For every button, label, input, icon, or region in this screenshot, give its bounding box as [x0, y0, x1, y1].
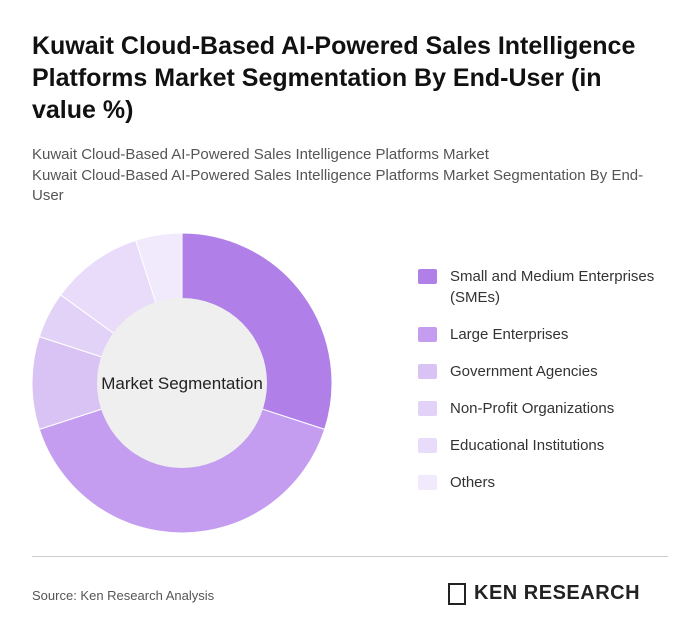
legend-swatch: [418, 475, 437, 490]
source: Source: Ken Research Analysis: [32, 588, 215, 603]
donut-hole: [97, 298, 267, 468]
legend-item: Non-Profit Organizations: [418, 398, 668, 419]
legend-item: Government Agencies: [418, 361, 668, 382]
legend-item: Small and Medium Enterprises (SMEs): [418, 266, 668, 308]
logo-mark: [448, 582, 466, 605]
legend-item: Others: [418, 472, 668, 493]
legend-swatch: [418, 438, 437, 453]
logo-text: KEN RESEARCH: [474, 582, 641, 604]
legend-item: Large Enterprises: [418, 324, 668, 345]
chart-title: Kuwait Cloud-Based AI-Powered Sales Inte…: [32, 32, 636, 124]
legend-label: Small and Medium Enterprises (SMEs): [450, 268, 655, 306]
center-label: Market Segmentation: [101, 374, 263, 393]
subtitle: Kuwait Cloud-Based AI-Powered Sales Inte…: [32, 167, 644, 204]
legend-label: Government Agencies: [450, 363, 598, 380]
legend-label: Others: [450, 474, 496, 491]
legend: Small and Medium Enterprises (SMEs) Large…: [418, 266, 668, 509]
legend-swatch: [418, 364, 437, 379]
legend-swatch: [418, 327, 437, 342]
logo: KEN RESEARCH: [448, 582, 640, 605]
legend-label: Large Enterprises: [450, 326, 569, 343]
legend-item: Educational Institutions: [418, 435, 668, 456]
subtitle: Kuwait Cloud-Based AI-Powered Sales Inte…: [32, 146, 489, 163]
divider: [32, 556, 668, 557]
donut-chart: Market Segmentation: [31, 232, 333, 534]
legend-swatch: [418, 401, 437, 416]
legend-label: Educational Institutions: [450, 437, 605, 454]
legend-swatch: [418, 269, 437, 284]
legend-label: Non-Profit Organizations: [450, 400, 615, 417]
